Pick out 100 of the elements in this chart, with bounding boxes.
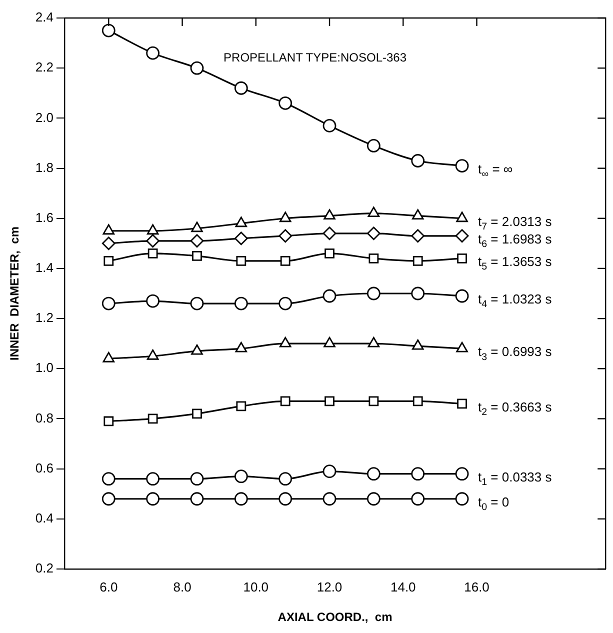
point (368, 253, 379, 264)
point (322, 464, 336, 478)
point (234, 470, 248, 484)
point (146, 349, 159, 360)
point (456, 342, 468, 352)
point (102, 352, 115, 362)
y-tick-label: 1.0 (35, 360, 54, 376)
point (278, 229, 292, 243)
point (322, 492, 336, 506)
point (412, 256, 423, 266)
point (278, 96, 292, 110)
y-tick-label: 0.2 (35, 560, 54, 576)
point (324, 396, 334, 406)
annotation: PROPELLANT TYPE:NOSOL-363 (224, 50, 407, 64)
point (102, 296, 116, 310)
point (104, 416, 114, 426)
point (324, 336, 336, 348)
point (455, 492, 469, 506)
point (102, 472, 116, 486)
point (455, 159, 469, 172)
y-tick-label: 0.8 (35, 410, 54, 426)
point (368, 396, 379, 406)
point (411, 154, 425, 168)
y-tick-label: 1.8 (35, 160, 54, 175)
point (278, 296, 292, 310)
point (411, 229, 425, 243)
x-axis-title: AXIAL COORD., cm (278, 610, 392, 624)
point (148, 248, 158, 258)
point (411, 492, 425, 506)
series-label: t∞ = ∞ (478, 161, 513, 180)
y-tick-label: 2.0 (35, 110, 54, 125)
point (234, 232, 248, 246)
point (102, 24, 116, 38)
point (235, 342, 248, 352)
point (146, 46, 160, 60)
point (148, 414, 158, 424)
point (146, 472, 160, 486)
point (366, 139, 380, 152)
x-tick-label: 10.0 (243, 579, 269, 594)
point (190, 234, 204, 248)
point (366, 467, 380, 481)
y-tick-label: 2.4 (35, 10, 54, 25)
y-tick-label: 0.4 (35, 510, 54, 526)
point (322, 289, 336, 303)
point (456, 212, 468, 222)
point (457, 253, 467, 264)
x-tick-label: 12.0 (316, 579, 342, 594)
y-tick-label: 1.4 (35, 260, 54, 276)
point (455, 467, 469, 481)
y-tick-label: 2.2 (35, 60, 54, 75)
point (412, 396, 423, 406)
point (191, 344, 203, 355)
point (146, 224, 159, 235)
point (324, 209, 336, 220)
point (234, 492, 248, 506)
point (102, 492, 116, 506)
point (190, 472, 204, 486)
point (324, 248, 334, 258)
y-axis-title: INNER DIAMETER, cm (8, 226, 22, 361)
point (102, 224, 115, 235)
point (279, 212, 292, 222)
point (368, 206, 380, 218)
point (190, 61, 204, 75)
x-tick-label: 14.0 (390, 579, 416, 594)
point (455, 289, 469, 303)
point (104, 256, 114, 266)
point (146, 234, 160, 248)
point (190, 296, 204, 310)
point (236, 401, 246, 412)
point (368, 336, 380, 348)
point (366, 226, 380, 240)
point (192, 250, 202, 261)
point (322, 226, 336, 240)
y-tick-label: 1.2 (35, 310, 54, 326)
point (278, 472, 292, 486)
x-tick-label: 8.0 (173, 579, 192, 594)
point (280, 256, 290, 266)
point (412, 209, 424, 220)
point (411, 286, 425, 300)
point (234, 81, 248, 95)
point (146, 492, 160, 506)
point (191, 222, 203, 232)
point (236, 256, 246, 266)
point (102, 236, 116, 250)
point (366, 492, 380, 506)
point (455, 229, 469, 243)
point (279, 336, 292, 348)
point (366, 286, 380, 300)
point (280, 396, 290, 406)
point (190, 492, 204, 506)
point (411, 467, 425, 481)
y-tick-label: 0.6 (35, 460, 54, 476)
point (457, 398, 467, 409)
point (234, 296, 248, 310)
point (235, 216, 248, 228)
point (278, 492, 292, 506)
point (322, 118, 336, 132)
point (146, 294, 160, 308)
x-tick-label: 6.0 (100, 579, 118, 594)
point (412, 339, 424, 350)
